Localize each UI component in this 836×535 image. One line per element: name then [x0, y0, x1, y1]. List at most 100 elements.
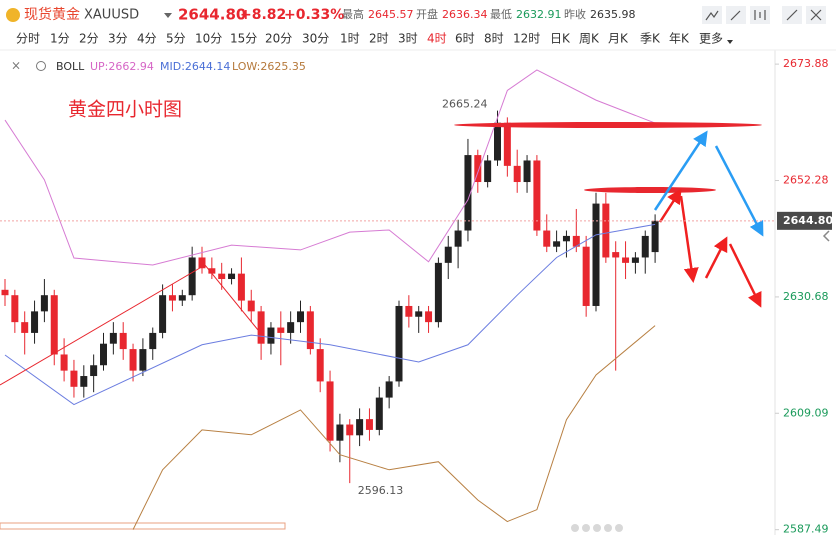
indicator-mid: MID:2644.14 [160, 60, 230, 73]
candle-body [641, 235, 649, 258]
period-tab[interactable]: 周K [579, 32, 600, 46]
period-tab[interactable]: 5分 [166, 32, 186, 46]
candle-body [562, 235, 570, 242]
period-tab[interactable]: 更多 [699, 32, 723, 46]
boll-line [4, 69, 656, 266]
tool-icon [810, 9, 822, 21]
candle-body [188, 257, 196, 296]
candle-body [60, 354, 68, 371]
candle-body [100, 343, 107, 366]
boll-line [132, 325, 656, 530]
stat-value: 2635.98 [590, 8, 636, 21]
asset-name[interactable]: 现货黄金 [24, 6, 80, 23]
period-tab[interactable]: 年K [669, 32, 690, 46]
period-tab[interactable]: 12时 [513, 32, 540, 46]
period-tab[interactable]: 20分 [265, 32, 292, 46]
candle-body [168, 295, 176, 301]
candle-body [523, 160, 531, 183]
candle-body [237, 273, 245, 301]
candle-body [119, 332, 127, 350]
candle-body [228, 273, 236, 280]
candle-body [631, 257, 639, 263]
candle-body [267, 327, 275, 344]
period-tab[interactable]: 4分 [137, 32, 157, 46]
period-tab[interactable]: 4时 [427, 32, 447, 46]
candle-body [474, 155, 482, 183]
period-tab[interactable]: 3时 [398, 32, 418, 46]
period-tab[interactable]: 月K [608, 32, 629, 46]
period-tab[interactable]: 2时 [369, 32, 389, 46]
candle-body [602, 203, 610, 258]
candle-body [326, 381, 334, 441]
close-icon[interactable]: × [11, 59, 21, 73]
period-tab[interactable]: 分时 [16, 32, 40, 46]
candle-body [572, 235, 580, 247]
stat-label: 最高 [342, 7, 364, 21]
candle-body [553, 241, 561, 247]
candle-body [533, 160, 541, 231]
y-tick-label: 2652.28 [783, 174, 829, 187]
candle-body [306, 311, 314, 350]
candle-body [139, 349, 147, 371]
tool-icon [730, 10, 741, 21]
resistance-mark [584, 187, 716, 193]
price: 2644.80 [178, 6, 246, 24]
gold-icon [6, 8, 20, 22]
candle-body [11, 295, 19, 323]
extreme-label: 2665.24 [442, 98, 488, 111]
stat-label: 昨收 [564, 7, 586, 21]
period-tab[interactable]: 1分 [50, 32, 70, 46]
stat-value: 2636.34 [442, 8, 488, 21]
candle-body [405, 305, 413, 317]
candle-body [316, 349, 324, 382]
period-tab[interactable]: 15分 [230, 32, 257, 46]
settings-icon[interactable] [36, 61, 46, 71]
candle-body [277, 327, 285, 333]
change-pct: +0.33% [284, 7, 344, 23]
candle-body [178, 295, 186, 301]
asset-symbol[interactable]: XAUUSD [84, 8, 139, 23]
tool-icon [786, 9, 798, 21]
scroll-button[interactable] [822, 230, 830, 242]
candle-body [582, 246, 590, 306]
y-tick-label: 2609.09 [783, 406, 829, 419]
candle-body [70, 370, 78, 387]
candle-body [31, 311, 39, 333]
dropdown-arrow [727, 40, 733, 44]
candle-body [356, 419, 364, 436]
period-tab[interactable]: 2分 [79, 32, 99, 46]
candle-body [592, 203, 600, 306]
indicator-name: BOLL [56, 60, 85, 73]
period-tab[interactable]: 3分 [108, 32, 128, 46]
period-tab[interactable]: 日K [550, 32, 571, 46]
stat-label: 开盘 [416, 7, 438, 21]
candle-body [198, 257, 206, 269]
candle-body [365, 419, 373, 430]
candle-body [40, 295, 48, 312]
trend-line [0, 264, 259, 386]
candle-body [80, 376, 88, 387]
period-tab[interactable]: 10分 [195, 32, 222, 46]
period-tab[interactable]: 8时 [484, 32, 504, 46]
period-tab[interactable]: 1时 [340, 32, 360, 46]
stat-value: 2645.57 [368, 8, 414, 21]
indicator-up: UP:2662.94 [90, 60, 154, 73]
range-box [0, 522, 286, 530]
period-tab[interactable]: 6时 [455, 32, 475, 46]
candle-body [90, 365, 98, 377]
indicator-low: LOW:2625.35 [232, 60, 306, 73]
change: +8.82 [240, 7, 286, 23]
candle-body [425, 311, 433, 323]
candle-body [612, 252, 620, 258]
candle-body [395, 305, 403, 382]
tool-icon [754, 10, 766, 20]
boll-line [4, 223, 656, 406]
dropdown-arrow[interactable] [164, 13, 172, 18]
y-tick-label: 2630.68 [783, 290, 829, 303]
period-tab[interactable]: 30分 [302, 32, 329, 46]
y-tick-label: 2587.49 [783, 523, 829, 535]
period-tab[interactable]: 季K [640, 32, 661, 46]
forecast-arrow [653, 130, 764, 237]
candle-body [1, 289, 9, 296]
